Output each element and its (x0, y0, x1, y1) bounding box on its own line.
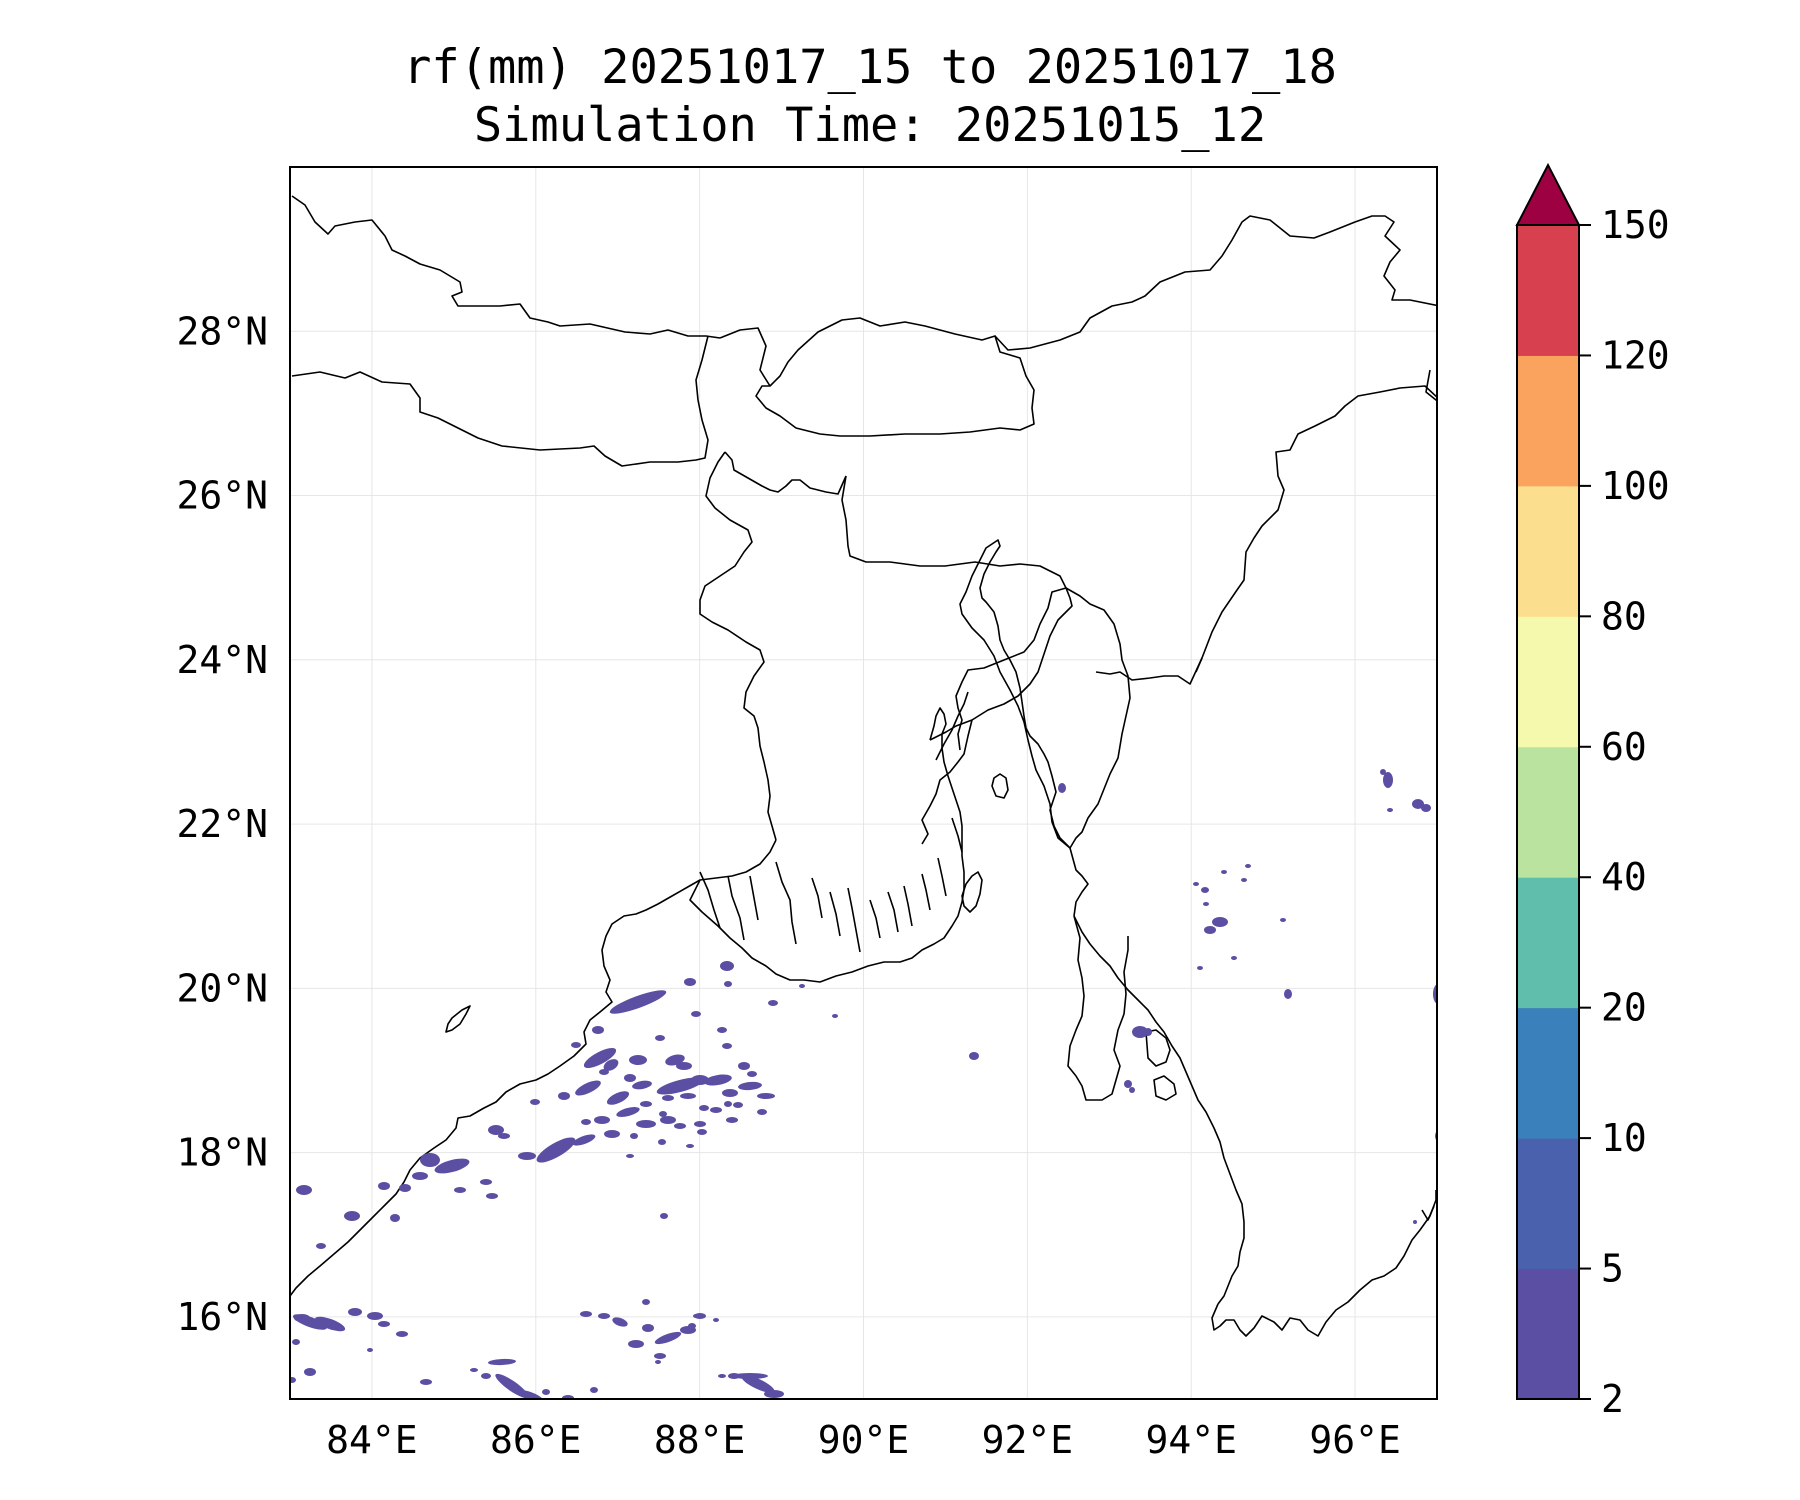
delta-channels (699, 691, 969, 953)
colorbar-tick-label: 120 (1601, 333, 1670, 377)
irrawaddy-delta (1211, 1190, 1437, 1337)
hatiya-island (991, 773, 1009, 799)
ramree-island (1145, 1029, 1171, 1067)
map-frame (289, 166, 1438, 1400)
lon-tick-label: 92°E (982, 1418, 1074, 1462)
lon-tick-label: 94°E (1145, 1418, 1237, 1462)
bhutan-border (755, 317, 1035, 437)
colorbar-segment (1517, 877, 1579, 1009)
colorbar-tick-label: 150 (1601, 203, 1670, 247)
lat-tick-label: 16°N (176, 1295, 268, 1339)
colorbar-tick-label: 5 (1601, 1247, 1624, 1291)
colorbar-tick-label: 60 (1601, 725, 1647, 769)
arunachal-north-border (994, 215, 1437, 351)
colorbar-segment (1517, 1268, 1579, 1400)
lon-tick-label: 96°E (1309, 1418, 1401, 1462)
lon-tick-label: 88°E (654, 1418, 746, 1462)
chilika-lake (445, 1005, 471, 1033)
mizoram-myanmar-border (1065, 587, 1203, 1101)
colorbar-extend-arrow (1515, 162, 1581, 226)
colorbar-tick-label: 20 (1601, 986, 1647, 1030)
tripura-mizoram-border (921, 587, 1073, 845)
meghalaya-border (841, 475, 1067, 751)
east-edge-coast (1421, 369, 1437, 1221)
colorbar-segment (1517, 225, 1579, 356)
lon-tick-label: 86°E (490, 1418, 582, 1462)
nepal-north-border (291, 195, 721, 339)
india-east-coast (290, 879, 701, 1297)
assam-north-border (1195, 385, 1437, 673)
bangladesh-west-border (699, 451, 847, 841)
map-title: rf(mm) 20251017_15 to 20251017_18 (403, 40, 1337, 95)
colorbar-segment (1517, 746, 1579, 878)
lat-tick-label: 26°N (176, 474, 268, 518)
colorbar-tick-label: 100 (1601, 464, 1670, 508)
bangladesh-coastline (689, 707, 965, 983)
bhola-island (961, 871, 983, 913)
colorbar-segment (1517, 616, 1579, 748)
lat-tick-label: 28°N (176, 309, 268, 353)
nepal-south-border (291, 371, 709, 467)
colorbar-segment (1517, 1138, 1579, 1270)
colorbar-tick-label: 10 (1601, 1116, 1647, 1160)
lon-tick-label: 84°E (326, 1418, 418, 1462)
gridlines (290, 167, 1437, 1399)
colorbar-tick-label: 2 (1601, 1377, 1624, 1421)
longitude-axis: 84°E 86°E 88°E 90°E 92°E 94°E 96°E (326, 1418, 1401, 1462)
coastlines-and-borders (290, 195, 1437, 1337)
sikkim-border (695, 327, 771, 401)
colorbar-frame (1516, 224, 1580, 1400)
colorbar-segment (1517, 1007, 1579, 1139)
map-subtitle: Simulation Time: 20251015_12 (473, 98, 1267, 153)
lat-tick-label: 20°N (176, 966, 268, 1010)
colorbar-segment (1517, 355, 1579, 487)
colorbar-segment (1517, 485, 1579, 617)
colorbar-tick-label: 80 (1601, 594, 1647, 638)
lat-tick-label: 22°N (176, 802, 268, 846)
rakhine-coast (959, 539, 1071, 849)
rakhine-south-coast (1073, 915, 1245, 1305)
rainfall-field (290, 769, 1437, 1399)
lat-tick-label: 18°N (176, 1131, 268, 1175)
latitude-axis: 16°N 18°N 20°N 22°N 24°N 26°N 28°N (176, 309, 268, 1339)
cheduba-island (1153, 1075, 1177, 1101)
colorbar-tick-label: 40 (1601, 855, 1647, 899)
lon-tick-label: 90°E (818, 1418, 910, 1462)
lat-tick-label: 24°N (176, 638, 268, 682)
colorbar: 2 5 10 20 40 60 80 100 120 150 (1515, 162, 1670, 1421)
